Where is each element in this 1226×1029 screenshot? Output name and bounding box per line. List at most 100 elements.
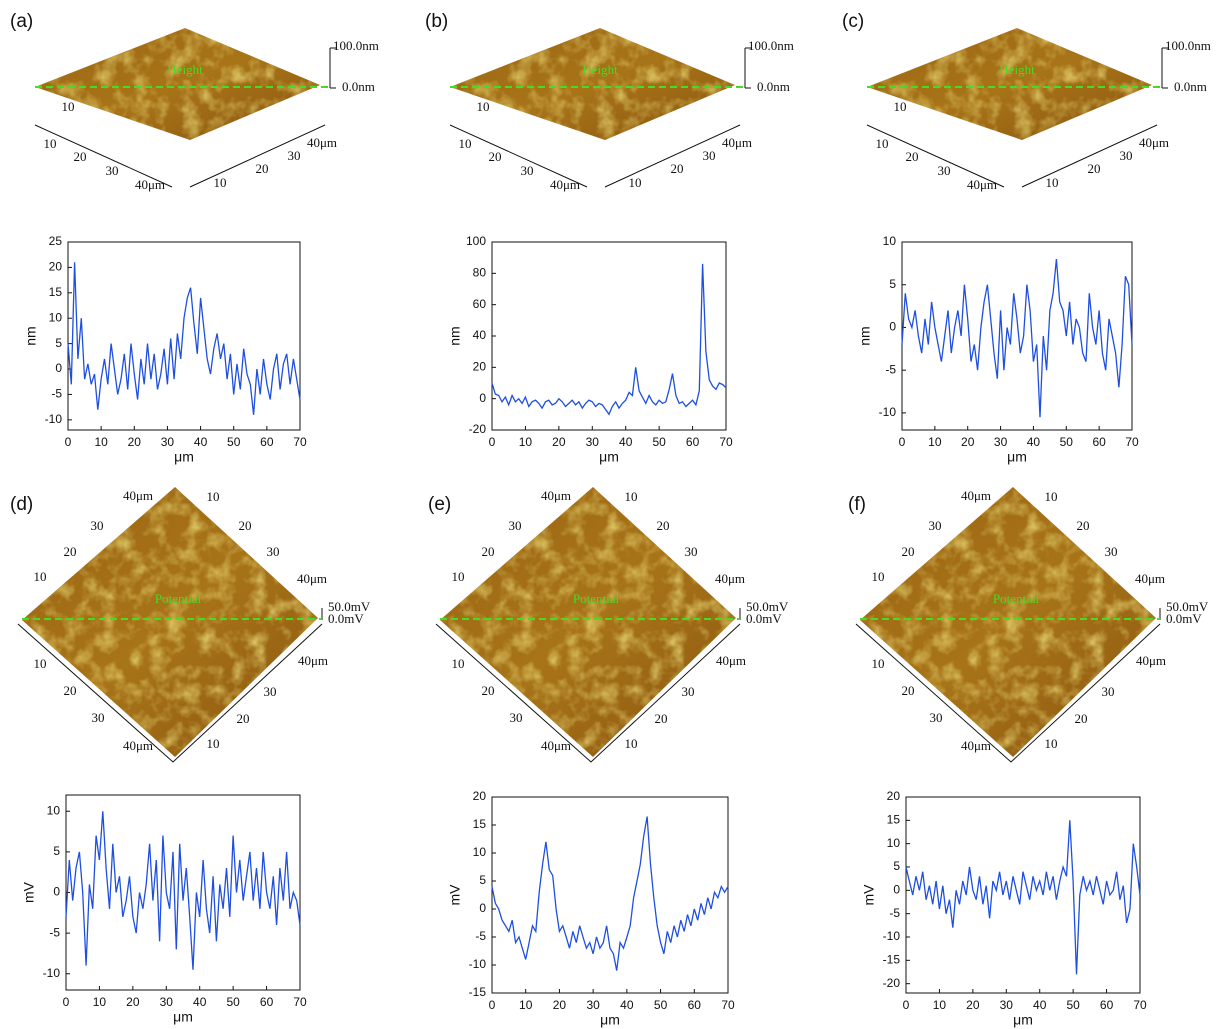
scale-bottom: 0.0nm bbox=[342, 79, 375, 94]
quantity-label: Potential bbox=[573, 591, 620, 606]
panel-label: (e) bbox=[428, 494, 451, 515]
x-tick-label: 70 bbox=[1125, 435, 1139, 449]
x-axis-label: μm bbox=[1007, 449, 1027, 465]
axis-tick-label: 30 bbox=[1102, 684, 1115, 699]
axis-tick-label: 40μm bbox=[722, 135, 752, 150]
x-tick-label: 40 bbox=[193, 995, 207, 1009]
x-tick-label: 60 bbox=[1100, 998, 1114, 1012]
x-axis-label: μm bbox=[1013, 1012, 1033, 1028]
y-tick-label: -5 bbox=[885, 362, 896, 376]
data-line bbox=[491, 816, 729, 971]
y-tick-label: 20 bbox=[49, 260, 63, 274]
axis-tick-label: 10 bbox=[1045, 489, 1058, 504]
panel-label: (d) bbox=[10, 494, 33, 515]
x-tick-label: 50 bbox=[226, 995, 240, 1009]
data-line bbox=[67, 262, 301, 415]
y-tick-label: 40 bbox=[473, 328, 487, 342]
axis-tick-label: 20 bbox=[256, 161, 269, 176]
x-tick-label: 20 bbox=[552, 435, 566, 449]
axis-tick-label: 40μm bbox=[961, 488, 991, 503]
x-tick-label: 0 bbox=[899, 435, 906, 449]
x-tick-label: 60 bbox=[1092, 435, 1106, 449]
x-tick-label: 60 bbox=[260, 995, 274, 1009]
x-tick-label: 30 bbox=[994, 435, 1008, 449]
axis-line bbox=[34, 124, 173, 188]
scale-top: 50.0mV bbox=[328, 599, 371, 614]
x-axis-label: μm bbox=[599, 449, 619, 465]
quantity-label: Height bbox=[167, 62, 203, 77]
data-line bbox=[901, 259, 1133, 418]
x-tick-label: 30 bbox=[160, 995, 174, 1009]
x-tick-label: 20 bbox=[128, 435, 142, 449]
y-axis-label: nm bbox=[447, 326, 463, 345]
x-tick-label: 0 bbox=[903, 998, 910, 1012]
axis-tick-label: 10 bbox=[62, 99, 75, 114]
axis-tick-label: 20 bbox=[1075, 711, 1088, 726]
y-tick-label: 0 bbox=[479, 901, 486, 915]
axis-tick-label: 40μm bbox=[135, 177, 165, 192]
axis-tick-label: 20 bbox=[1088, 161, 1101, 176]
x-tick-label: 0 bbox=[489, 998, 496, 1012]
surface-texture bbox=[35, 28, 320, 140]
axis-tick-label: 40μm bbox=[297, 571, 327, 586]
y-tick-label: -10 bbox=[43, 966, 61, 980]
scale-bottom: 0.0nm bbox=[1174, 79, 1207, 94]
x-tick-label: 20 bbox=[126, 995, 140, 1009]
axis-tick-label: 30 bbox=[1105, 544, 1118, 559]
axis-tick-label: 30 bbox=[510, 710, 523, 725]
surface-panel: (b) 10 10 20 20 30 30 40μm 40μm 10 100.0nm 0.0nm Hei… bbox=[425, 11, 794, 192]
x-tick-label: 20 bbox=[961, 435, 975, 449]
axis-tick-label: 10 bbox=[1046, 175, 1059, 190]
surface-texture bbox=[440, 487, 736, 757]
axis-tick-label: 20 bbox=[74, 149, 87, 164]
x-tick-label: 30 bbox=[586, 435, 600, 449]
x-tick-label: 0 bbox=[489, 435, 496, 449]
x-tick-label: 0 bbox=[65, 435, 72, 449]
y-tick-label: 5 bbox=[889, 277, 896, 291]
x-tick-label: 70 bbox=[719, 435, 733, 449]
y-tick-label: 5 bbox=[479, 873, 486, 887]
axis-tick-label: 10 bbox=[452, 569, 465, 584]
axis-tick-label: 30 bbox=[703, 148, 716, 163]
y-tick-label: -10 bbox=[883, 929, 901, 943]
axis-tick-label: 30 bbox=[288, 148, 301, 163]
data-line bbox=[491, 263, 727, 416]
axis-tick-label: 40μm bbox=[715, 571, 745, 586]
axis-tick-label: 30 bbox=[938, 163, 951, 178]
y-tick-label: -15 bbox=[469, 985, 487, 999]
axis-tick-label: 40μm bbox=[961, 738, 991, 753]
x-tick-label: 30 bbox=[586, 998, 600, 1012]
axis-tick-label: 40μm bbox=[307, 135, 337, 150]
x-tick-label: 20 bbox=[553, 998, 567, 1012]
axis-tick-label: 10 bbox=[44, 136, 57, 151]
scale-top: 100.0nm bbox=[333, 38, 379, 53]
plot-frame bbox=[491, 796, 729, 994]
x-tick-label: 50 bbox=[1060, 435, 1074, 449]
data-line bbox=[905, 820, 1141, 975]
axis-tick-label: 30 bbox=[267, 544, 280, 559]
surface-texture bbox=[22, 487, 318, 757]
axis-tick-label: 20 bbox=[237, 711, 250, 726]
plot-frame bbox=[67, 241, 301, 431]
y-tick-label: -5 bbox=[475, 929, 486, 943]
quantity-label: Potential bbox=[155, 591, 202, 606]
axis-tick-label: 20 bbox=[655, 711, 668, 726]
y-tick-label: 100 bbox=[466, 234, 486, 248]
surface-panel: (a) 10 10 20 20 30 30 40μm 40μm 10 100.0nm 0.0nm Hei… bbox=[10, 11, 379, 192]
x-tick-label: 10 bbox=[928, 435, 942, 449]
surface-panel: (f) 10 10 10 10 20 20 20 20 30 30 30 30 40μm 40μm 40μm 4… bbox=[848, 487, 1209, 763]
axis-line bbox=[17, 623, 323, 763]
axis-line bbox=[604, 124, 741, 188]
axis-tick-label: 10 bbox=[876, 136, 889, 151]
y-tick-label: -5 bbox=[889, 906, 900, 920]
scale-top: 50.0mV bbox=[746, 599, 789, 614]
axis-tick-label: 10 bbox=[207, 736, 220, 751]
quantity-label: Height bbox=[999, 62, 1035, 77]
y-tick-label: 10 bbox=[47, 803, 61, 817]
x-tick-label: 50 bbox=[227, 435, 241, 449]
x-tick-label: 70 bbox=[1133, 998, 1147, 1012]
axis-tick-label: 40μm bbox=[123, 488, 153, 503]
x-tick-label: 10 bbox=[519, 435, 533, 449]
axis-line bbox=[449, 124, 588, 188]
